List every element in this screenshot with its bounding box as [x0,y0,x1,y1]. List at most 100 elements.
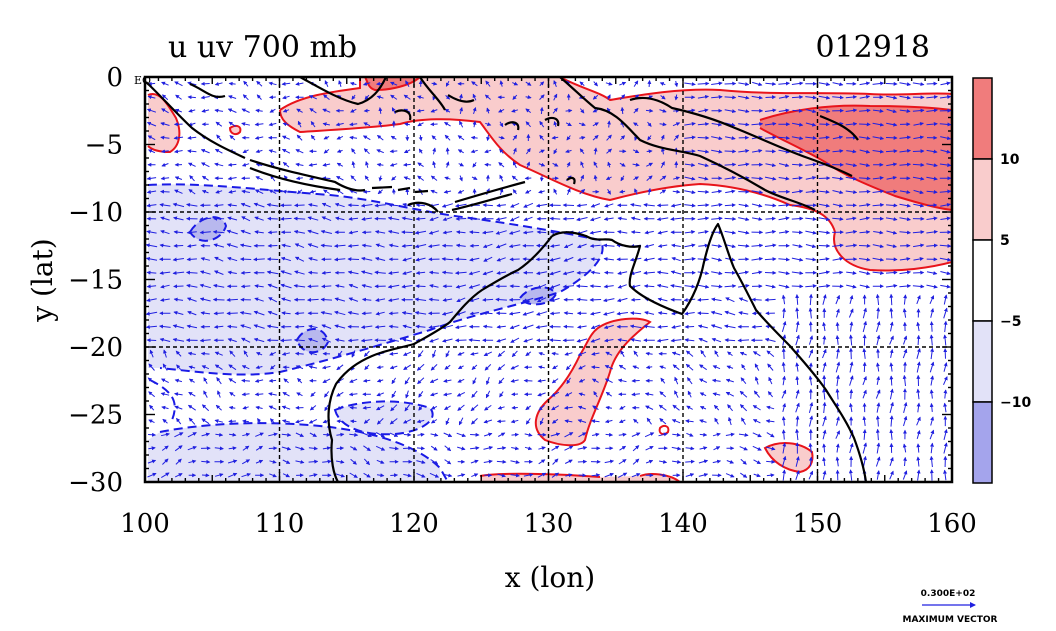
wind-vector [378,120,383,128]
wind-vector [483,445,494,450]
x-tick-label: 100 [120,509,170,539]
wind-vector [174,445,183,452]
wind-vector [309,473,318,478]
wind-vector [199,283,211,289]
wind-vector [471,364,478,370]
wind-vector [510,460,520,464]
wind-vector [496,338,507,343]
wind-vector [414,310,427,315]
wind-vector [362,135,371,141]
wind-vector [308,459,319,464]
wind-vector [201,459,211,464]
wind-vector [161,378,169,384]
wind-vector [737,338,750,343]
wind-vector [146,284,157,289]
wind-vector [351,94,356,100]
wind-vector [455,203,467,208]
wind-vector [562,203,575,208]
wind-vector [912,149,925,154]
wind-vector [485,174,490,182]
wind-vector [402,271,412,276]
wind-vector [457,365,464,370]
wind-vector [376,162,384,167]
wind-vector [403,418,412,424]
wind-vector [296,392,303,397]
wind-vector [441,311,453,316]
wind-vector [334,338,345,342]
wind-vector [147,459,157,464]
wind-vector [253,257,265,262]
wind-vector [214,108,224,113]
wind-vector [456,391,466,397]
wind-vector [486,134,491,142]
wind-vector [539,175,544,182]
colorbar-label: −10 [1000,395,1031,411]
wind-vector [391,107,396,115]
wind-vector [496,270,506,275]
wind-vector [188,391,196,397]
wind-vector [306,297,319,302]
wind-vector [310,134,316,141]
wind-vector [483,432,493,437]
wind-vector [859,243,871,248]
wind-vector [320,297,333,302]
wind-vector [416,363,425,371]
wind-vector [146,270,157,275]
wind-vector [403,149,411,154]
wind-vector [267,283,278,289]
wind-vector [268,122,277,127]
wind-vector [499,121,504,128]
wind-vector [240,324,252,329]
wind-vector [322,446,331,451]
wind-vector [187,445,197,451]
wind-vector [146,121,157,127]
wind-vector [243,80,249,87]
wind-vector [417,432,425,437]
wind-vector [242,445,250,451]
wind-vector [885,149,898,154]
wind-vector [364,94,370,100]
wind-vector [200,257,211,261]
wind-vector [242,94,249,101]
colorbar-segment [972,320,993,403]
wind-vector [201,162,210,168]
wind-vector [242,149,249,154]
wind-vector [522,311,534,316]
wind-vector [535,325,548,330]
wind-vector [415,216,426,221]
wind-vector [281,297,291,302]
wind-vector [362,189,371,194]
wind-vector [428,270,439,275]
wind-vector [322,459,332,464]
wind-vector [429,472,440,478]
wind-vector [430,432,439,437]
wind-vector [645,108,654,113]
wind-vector [404,122,411,127]
vector-key-value: 0.300E+02 [921,589,976,599]
wind-vector [253,324,265,329]
wind-vector [282,459,291,464]
wind-vector [297,189,303,195]
wind-vector [228,121,237,127]
wind-vector [484,149,492,154]
wind-vector [228,95,237,99]
wind-vector [456,230,466,235]
wind-vector [402,338,413,342]
wind-vector [255,365,263,370]
wind-vector [457,446,466,451]
wind-vector [469,243,479,248]
wind-vector [253,337,265,343]
wind-vector [791,95,804,100]
wind-vector [454,270,467,275]
wind-vector [428,325,440,330]
wind-vector [361,243,372,248]
wind-vector [281,81,291,86]
wind-vector [510,202,520,208]
wind-vector [387,229,400,234]
wind-vector [364,175,370,181]
wind-vector [885,135,898,140]
wind-vector [283,378,289,384]
wind-vector [146,189,157,194]
wind-vector [214,473,224,477]
wind-vector [147,95,156,100]
